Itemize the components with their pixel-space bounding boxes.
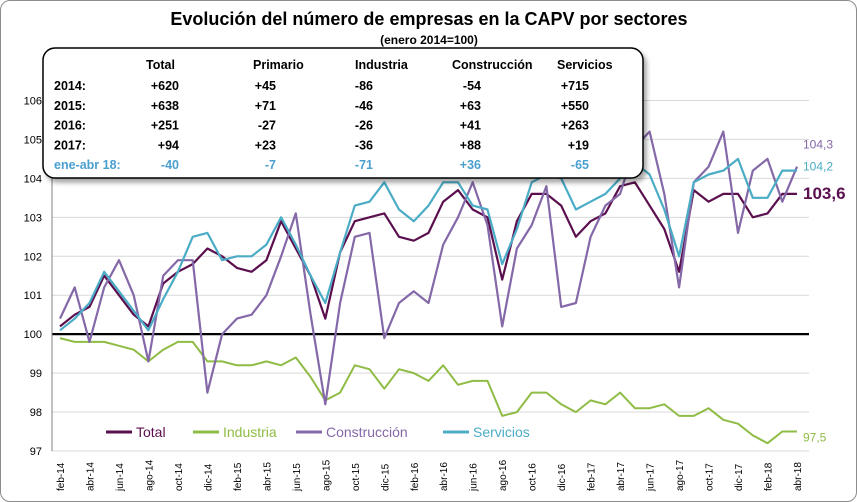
table-header: Construcción [452, 58, 533, 72]
table-cell: -26 [355, 119, 373, 133]
table-cell: +19 [568, 138, 589, 152]
x-tick-label: feb-15 [233, 462, 244, 491]
legend-label: Total [136, 424, 166, 440]
y-tick-label: 102 [24, 251, 42, 263]
table-cell: -54 [463, 79, 481, 93]
x-tick-label: dic-16 [557, 463, 568, 491]
table-cell: -86 [355, 79, 373, 93]
table-cell: +94 [158, 138, 179, 152]
x-tick-label: oct-15 [351, 463, 362, 491]
x-tick-label: feb-16 [410, 462, 421, 491]
x-tick-label: oct-14 [174, 463, 185, 491]
y-tick-label: 104 [24, 173, 42, 185]
table-cell: -40 [161, 158, 179, 172]
x-tick-label: dic-14 [203, 463, 214, 491]
y-tick-label: 105 [24, 134, 42, 146]
x-tick-label: ago-17 [675, 459, 686, 491]
x-tick-label: oct-16 [528, 463, 539, 491]
table-cell: +715 [561, 79, 589, 93]
x-tick-label: abr-17 [616, 462, 627, 491]
end-label-construccin: 104,3 [803, 138, 833, 152]
table-cell: +251 [151, 119, 179, 133]
series-lines [59, 130, 799, 445]
x-tick-label: dic-17 [734, 463, 745, 491]
series-line-industria [59, 337, 797, 445]
table-cell: -27 [258, 119, 276, 133]
table-header: Primario [253, 58, 304, 72]
table-cell: +550 [561, 99, 589, 113]
y-tick-label: 98 [30, 407, 42, 419]
x-tick-label: feb-14 [56, 462, 67, 491]
end-label-total: 103,6 [803, 184, 846, 203]
table-cell: +36 [460, 158, 481, 172]
legend: Total Industria Construcción Servicios [106, 424, 530, 440]
x-tick-label: jun-16 [469, 463, 480, 492]
legend-label: Construcción [326, 424, 408, 440]
x-tick-label: dic-15 [380, 463, 391, 491]
table-cell: +45 [255, 79, 276, 93]
table-row-label: 2017: [54, 138, 86, 152]
table-cell: -71 [355, 158, 373, 172]
x-tick-label: ago-14 [144, 459, 155, 491]
x-tick-label: ago-15 [321, 459, 332, 491]
chart-subtitle: (enero 2014=100) [380, 33, 478, 47]
y-tick-label: 99 [30, 368, 42, 380]
table-cell: -36 [355, 138, 373, 152]
table-cell: -46 [355, 99, 373, 113]
table-cell: +263 [561, 119, 589, 133]
x-tick-label: jun-17 [646, 463, 657, 492]
table-cell: +71 [255, 99, 276, 113]
table-cell: +620 [151, 79, 179, 93]
x-tick-label: abr-15 [262, 462, 273, 491]
x-tick-label: abr-14 [85, 462, 96, 491]
y-tick-label: 106 [24, 95, 42, 107]
table-header: Industria [355, 58, 409, 72]
y-tick-label: 100 [24, 329, 42, 341]
chart-title: Evolución del número de empresas en la C… [170, 9, 687, 29]
end-labels: 104,3 104,2 103,6 97,5 [803, 138, 846, 445]
table-row-label: 2014: [54, 79, 86, 93]
table-header: Total [146, 58, 175, 72]
table-cell: +638 [151, 99, 179, 113]
table-row-label: 2016: [54, 119, 86, 133]
x-tick-label: ago-16 [498, 459, 509, 491]
y-tick-label: 103 [24, 212, 42, 224]
table-row-label: 2015: [54, 99, 86, 113]
end-label-industria: 97,5 [803, 431, 827, 445]
x-tick-label: feb-18 [764, 462, 775, 491]
x-tick-label: abr-18 [793, 462, 804, 491]
legend-label: Servicios [473, 424, 530, 440]
x-tick-label: abr-16 [439, 462, 450, 491]
summary-table: Total Primario Industria Construcción Servic… [42, 47, 644, 179]
table-header: Servicios [557, 58, 613, 72]
end-label-servicios: 104,2 [803, 160, 833, 174]
table-cell: +41 [460, 119, 481, 133]
table-cell: -7 [265, 158, 276, 172]
y-tick-label: 101 [24, 290, 42, 302]
table-cell: +63 [460, 99, 481, 113]
table-row-label: ene-abr 18: [54, 158, 121, 172]
table-cell: +88 [460, 138, 481, 152]
series-line-servicios [59, 157, 797, 332]
table-box [42, 47, 644, 179]
legend-label: Industria [223, 424, 277, 440]
y-tick-label: 97 [30, 446, 42, 458]
x-tick-label: jun-14 [115, 463, 126, 492]
x-axis: feb-14 abr-14 jun-14 ago-14 oct-14 dic-14 feb-… [56, 459, 804, 492]
x-tick-label: feb-17 [587, 462, 598, 491]
table-cell: -65 [571, 158, 589, 172]
table-cell: +23 [255, 138, 276, 152]
x-tick-label: oct-17 [705, 463, 716, 491]
x-tick-label: jun-15 [292, 463, 303, 492]
